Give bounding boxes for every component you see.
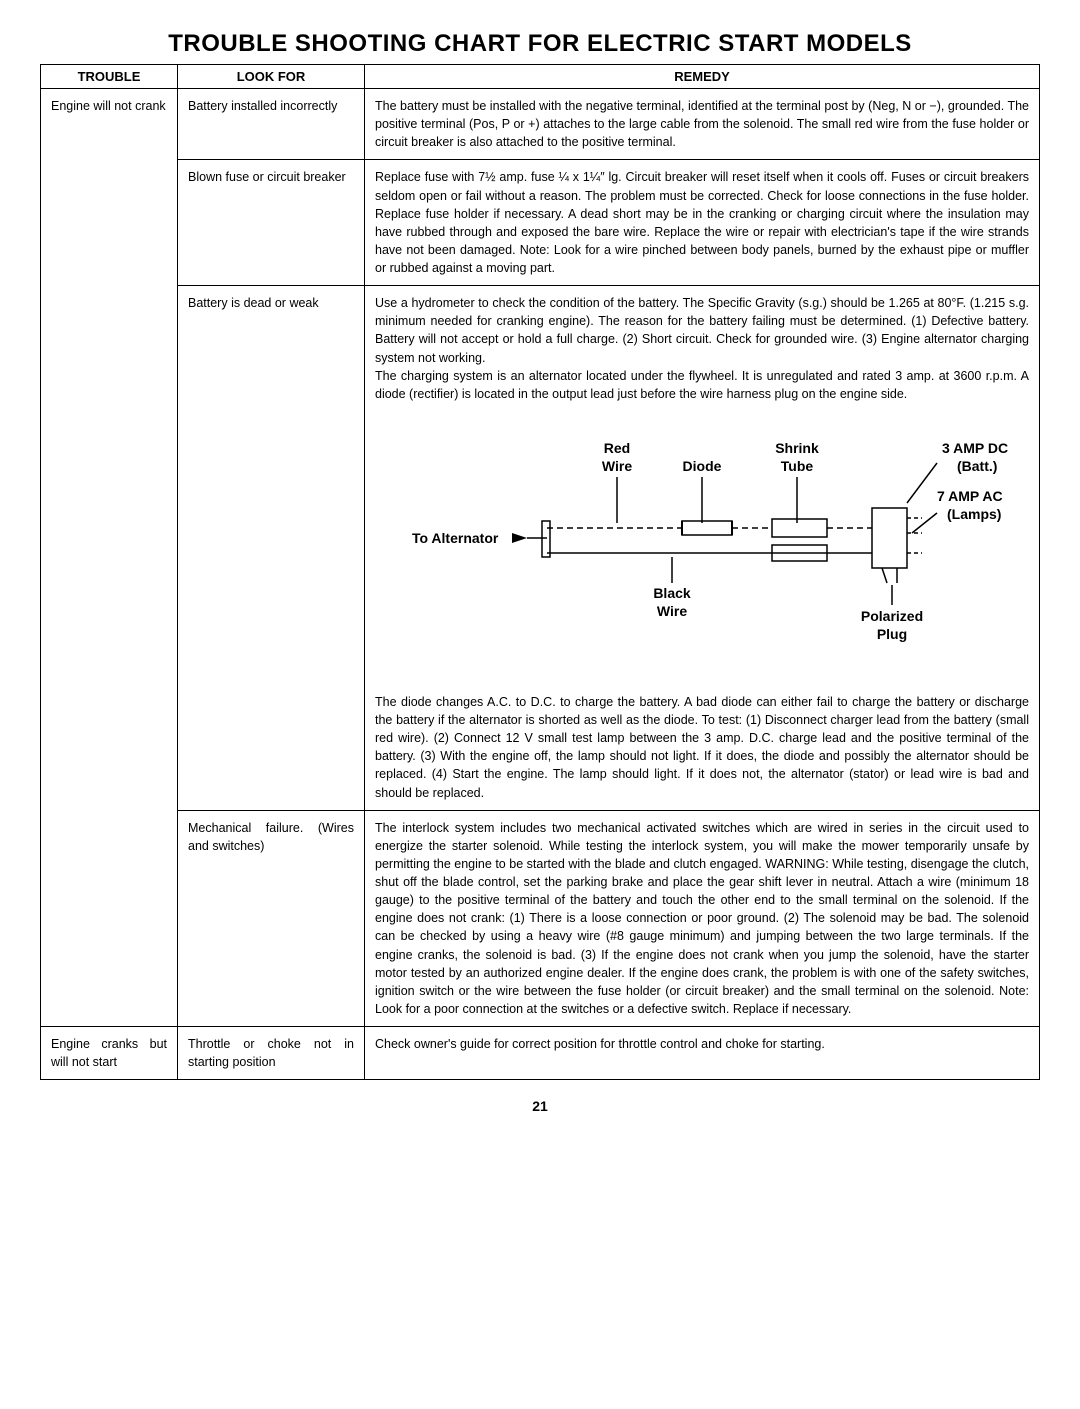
label-7amp-ac2: (Lamps) — [947, 506, 1001, 522]
table-row: Blown fuse or circuit breaker Replace fu… — [41, 160, 1040, 286]
label-black1: Black — [653, 585, 691, 601]
table-row: Mechanical failure. (Wires and switches)… — [41, 810, 1040, 1026]
cell-lookfor: Throttle or choke not in starting positi… — [178, 1027, 365, 1080]
remedy-text-bottom: The diode changes A.C. to D.C. to charge… — [375, 693, 1029, 802]
label-diode: Diode — [683, 458, 722, 474]
header-trouble: TROUBLE — [41, 65, 178, 89]
wiring-diagram-svg: Red Wire Diode Shrink Tube 3 AMP DC (Bat… — [382, 433, 1022, 653]
label-red-wire2: Wire — [602, 458, 632, 474]
label-7amp-ac: 7 AMP AC — [937, 488, 1003, 504]
table-row: Engine cranks but will not start Throttl… — [41, 1027, 1040, 1080]
cell-remedy: Check owner's guide for correct position… — [365, 1027, 1040, 1080]
label-to-alternator: To Alternator — [412, 530, 499, 546]
label-shrink2: Tube — [781, 458, 814, 474]
header-lookfor: LOOK FOR — [178, 65, 365, 89]
header-remedy: REMEDY — [365, 65, 1040, 89]
label-3amp-dc2: (Batt.) — [957, 458, 997, 474]
cell-remedy: The interlock system includes two mechan… — [365, 810, 1040, 1026]
alternator-wiring-diagram: Red Wire Diode Shrink Tube 3 AMP DC (Bat… — [375, 433, 1029, 653]
page-title: TROUBLE SHOOTING CHART FOR ELECTRIC STAR… — [40, 30, 1040, 58]
cell-trouble: Engine will not crank — [41, 89, 178, 1027]
cell-remedy: The battery must be installed with the n… — [365, 89, 1040, 160]
cell-remedy-with-diagram: Use a hydrometer to check the condition … — [365, 286, 1040, 811]
cell-remedy: Replace fuse with 7½ amp. fuse ¼ x 1¼″ l… — [365, 160, 1040, 286]
table-row: Battery is dead or weak Use a hydrometer… — [41, 286, 1040, 811]
label-plug1: Polarized — [861, 608, 923, 624]
remedy-text-top: Use a hydrometer to check the condition … — [375, 294, 1029, 403]
page-number: 21 — [40, 1098, 1040, 1114]
label-black2: Wire — [657, 603, 687, 619]
label-plug2: Plug — [877, 626, 907, 642]
cell-lookfor: Mechanical failure. (Wires and switches) — [178, 810, 365, 1026]
label-3amp-dc: 3 AMP DC — [942, 440, 1008, 456]
troubleshooting-table: TROUBLE LOOK FOR REMEDY Engine will not … — [40, 64, 1040, 1080]
table-row: Engine will not crank Battery installed … — [41, 89, 1040, 160]
label-shrink1: Shrink — [775, 440, 819, 456]
cell-trouble: Engine cranks but will not start — [41, 1027, 178, 1080]
label-red-wire: Red — [604, 440, 630, 456]
cell-lookfor: Blown fuse or circuit breaker — [178, 160, 365, 286]
cell-lookfor: Battery installed incorrectly — [178, 89, 365, 160]
cell-lookfor: Battery is dead or weak — [178, 286, 365, 811]
